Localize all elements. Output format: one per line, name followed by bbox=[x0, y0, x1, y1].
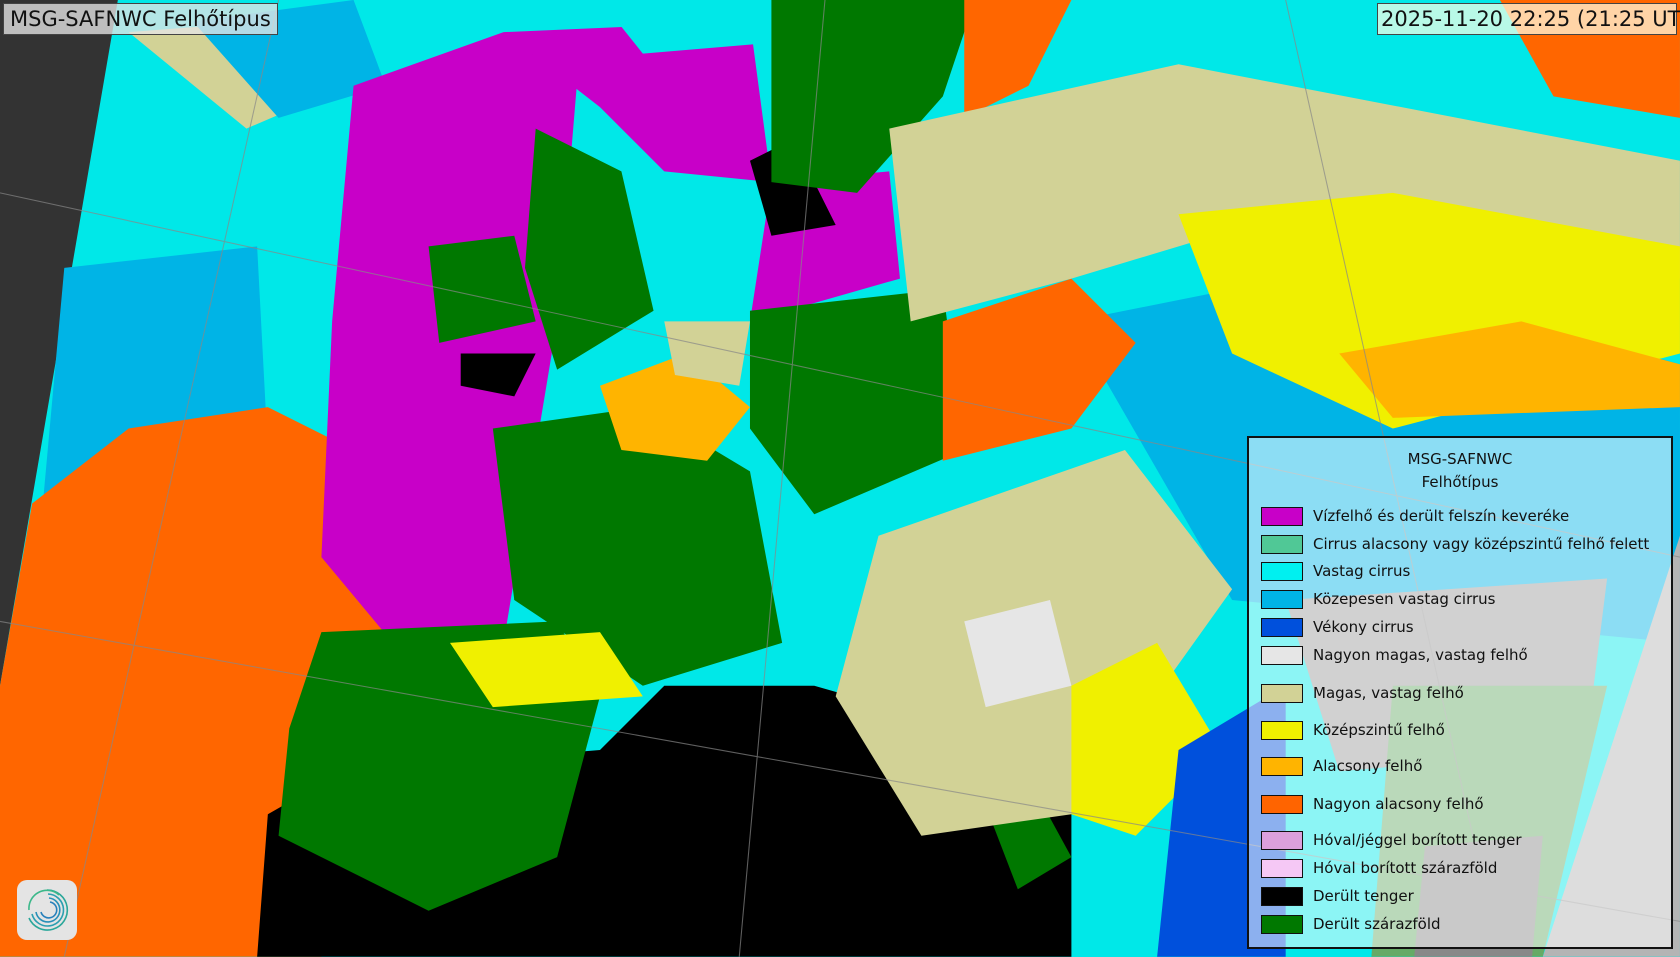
legend-label: Középszintű felhő bbox=[1313, 721, 1445, 739]
legend-label: Közepesen vastag cirrus bbox=[1313, 590, 1496, 608]
legend-item: Közepesen vastag cirrus bbox=[1261, 588, 1496, 610]
legend-swatch bbox=[1261, 683, 1303, 703]
legend-label: Nagyon alacsony felhő bbox=[1313, 795, 1484, 813]
legend-label: Vastag cirrus bbox=[1313, 562, 1411, 580]
legend-item: Vízfelhő és derült felszín keveréke bbox=[1261, 505, 1569, 527]
legend-swatch bbox=[1261, 589, 1303, 609]
legend-title-line2: Felhőtípus bbox=[1421, 473, 1499, 491]
legend-swatch bbox=[1261, 756, 1303, 776]
legend-swatch bbox=[1261, 914, 1303, 934]
legend-item: Derült tenger bbox=[1261, 885, 1414, 907]
legend-item: Vékony cirrus bbox=[1261, 616, 1414, 638]
legend-swatch bbox=[1261, 506, 1303, 526]
legend-swatch bbox=[1261, 561, 1303, 581]
legend-label: Hóval/jéggel borított tenger bbox=[1313, 831, 1522, 849]
scandinavia bbox=[771, 0, 975, 193]
central-europe bbox=[749, 289, 965, 515]
east-high-cloud bbox=[889, 64, 1680, 322]
swirl-logo-icon bbox=[17, 880, 77, 940]
france bbox=[492, 407, 783, 686]
legend: MSG-SAFNWC Felhőtípus Vízfelhő és derült… bbox=[1247, 436, 1673, 949]
legend-item: Cirrus alacsony vagy középszintű felhő f… bbox=[1261, 533, 1649, 555]
legend-item: Vastag cirrus bbox=[1261, 560, 1410, 582]
legend-swatch bbox=[1261, 534, 1303, 554]
legend-item: Középszintű felhő bbox=[1261, 719, 1445, 741]
legend-swatch bbox=[1261, 645, 1303, 665]
legend-title-line1: MSG-SAFNWC bbox=[1407, 450, 1513, 468]
legend-swatch bbox=[1261, 794, 1303, 814]
legend-item: Derült szárazföld bbox=[1261, 913, 1441, 935]
legend-label: Nagyon magas, vastag felhő bbox=[1313, 646, 1528, 664]
legend-label: Alacsony felhő bbox=[1313, 757, 1423, 775]
legend-item: Nagyon magas, vastag felhő bbox=[1261, 644, 1528, 666]
legend-label: Derült szárazföld bbox=[1313, 915, 1441, 933]
legend-swatch bbox=[1261, 617, 1303, 637]
legend-swatch bbox=[1261, 858, 1303, 878]
legend-label: Hóval borított szárazföld bbox=[1313, 859, 1498, 877]
legend-label: Vízfelhő és derült felszín keveréke bbox=[1313, 507, 1570, 525]
legend-title: MSG-SAFNWC Felhőtípus bbox=[1249, 448, 1671, 494]
legend-label: Cirrus alacsony vagy középszintű felhő f… bbox=[1313, 535, 1650, 553]
legend-label: Derült tenger bbox=[1313, 887, 1414, 905]
legend-label: Vékony cirrus bbox=[1313, 618, 1414, 636]
east-low-cloud bbox=[942, 278, 1136, 461]
britain bbox=[524, 128, 654, 370]
legend-item: Hóval/jéggel borított tenger bbox=[1261, 829, 1522, 851]
legend-swatch bbox=[1261, 830, 1303, 850]
timestamp: 2025-11-20 22:25 (21:25 UTC) bbox=[1377, 3, 1680, 35]
legend-item: Alacsony felhő bbox=[1261, 755, 1422, 777]
map-title: MSG-SAFNWC Felhőtípus bbox=[3, 3, 278, 35]
legend-item: Hóval borított szárazföld bbox=[1261, 857, 1497, 879]
ireland bbox=[428, 235, 536, 343]
legend-label: Magas, vastag felhő bbox=[1313, 684, 1464, 702]
legend-swatch bbox=[1261, 886, 1303, 906]
legend-item: Nagyon alacsony felhő bbox=[1261, 793, 1484, 815]
legend-item: Magas, vastag felhő bbox=[1261, 682, 1464, 704]
legend-swatch bbox=[1261, 720, 1303, 740]
